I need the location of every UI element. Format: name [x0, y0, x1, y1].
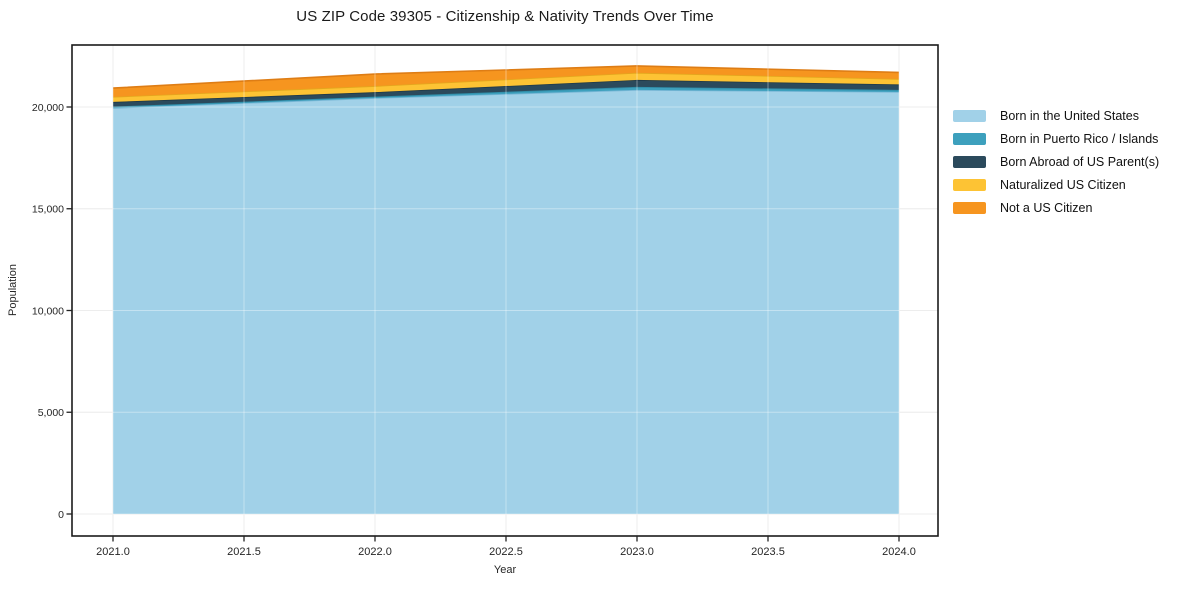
legend: Born in the United States Born in Puerto …	[953, 104, 1159, 219]
legend-item-born-in-the-united-states: Born in the United States	[953, 104, 1159, 127]
y-axis-title: Population	[7, 264, 19, 316]
legend-item-born-abroad-of-us-parent-s-: Born Abroad of US Parent(s)	[953, 150, 1159, 173]
legend-label: Not a US Citizen	[1000, 200, 1093, 215]
legend-item-born-in-puerto-rico-islands: Born in Puerto Rico / Islands	[953, 127, 1159, 150]
legend-swatch-icon	[953, 109, 986, 122]
y-tick-label: 15,000	[32, 204, 64, 216]
plot-border	[71, 44, 939, 537]
x-tick-label: 2021.5	[227, 546, 261, 558]
legend-swatch-icon	[953, 201, 986, 214]
area-edge-naturalized-us-citizen	[112, 72, 900, 98]
legend-swatch-icon	[953, 178, 986, 191]
area-not-a-us-citizen	[113, 65, 899, 97]
area-edge-born-abroad-of-us-parent-s-	[112, 79, 900, 103]
y-tick-label: 5,000	[38, 407, 64, 419]
x-tick-label: 2023.0	[620, 546, 654, 558]
legend-label: Naturalized US Citizen	[1000, 177, 1126, 192]
x-tick-label: 2024.0	[882, 546, 916, 558]
x-tick-label: 2021.0	[96, 546, 130, 558]
y-tick-label: 10,000	[32, 305, 64, 317]
legend-item-naturalized-us-citizen: Naturalized US Citizen	[953, 173, 1159, 196]
legend-label: Born Abroad of US Parent(s)	[1000, 154, 1160, 169]
y-tick-label: 20,000	[32, 102, 64, 114]
x-tick-label: 2023.5	[751, 546, 785, 558]
x-axis-title: Year	[493, 564, 517, 576]
area-edge-not-a-us-citizen	[112, 65, 900, 89]
area-born-abroad-of-us-parent-s-	[113, 79, 899, 107]
x-tick-label: 2022.5	[489, 546, 523, 558]
area-naturalized-us-citizen	[113, 72, 899, 102]
area-born-in-the-united-states	[113, 89, 899, 514]
legend-item-not-a-us-citizen: Not a US Citizen	[953, 196, 1159, 219]
legend-swatch-icon	[953, 132, 986, 145]
chart-title: US ZIP Code 39305 - Citizenship & Nativi…	[296, 8, 714, 25]
legend-label: Born in Puerto Rico / Islands	[1000, 131, 1159, 146]
x-tick-label: 2022.0	[358, 546, 392, 558]
y-tick-label: 0	[58, 509, 64, 521]
legend-label: Born in the United States	[1000, 108, 1139, 123]
legend-swatch-icon	[953, 155, 986, 168]
